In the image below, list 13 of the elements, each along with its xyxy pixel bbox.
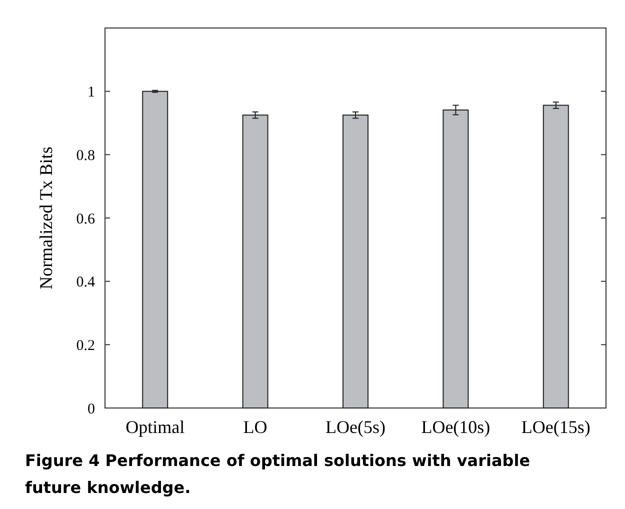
x-tick-label: Optimal [126, 417, 185, 437]
x-tick-label: LOe(15s) [521, 417, 590, 437]
y-axis-title: Normalized Tx Bits [36, 146, 56, 290]
x-tick-label: LOe(10s) [421, 417, 490, 437]
y-tick-label: 0 [88, 401, 95, 418]
y-tick-label: 0.6 [76, 211, 96, 228]
caption: Figure 4 Performance of optimal solutions with variable future knowledge. [25, 451, 530, 497]
x-tick-label: LOe(5s) [326, 417, 386, 437]
y-tick-label: 1 [88, 84, 95, 101]
y-tick-label: 0.2 [76, 338, 95, 354]
y-tick-label: 0.8 [76, 148, 95, 164]
x-tick-label: LO [243, 417, 268, 437]
y-tick-label: 0.4 [76, 274, 96, 291]
